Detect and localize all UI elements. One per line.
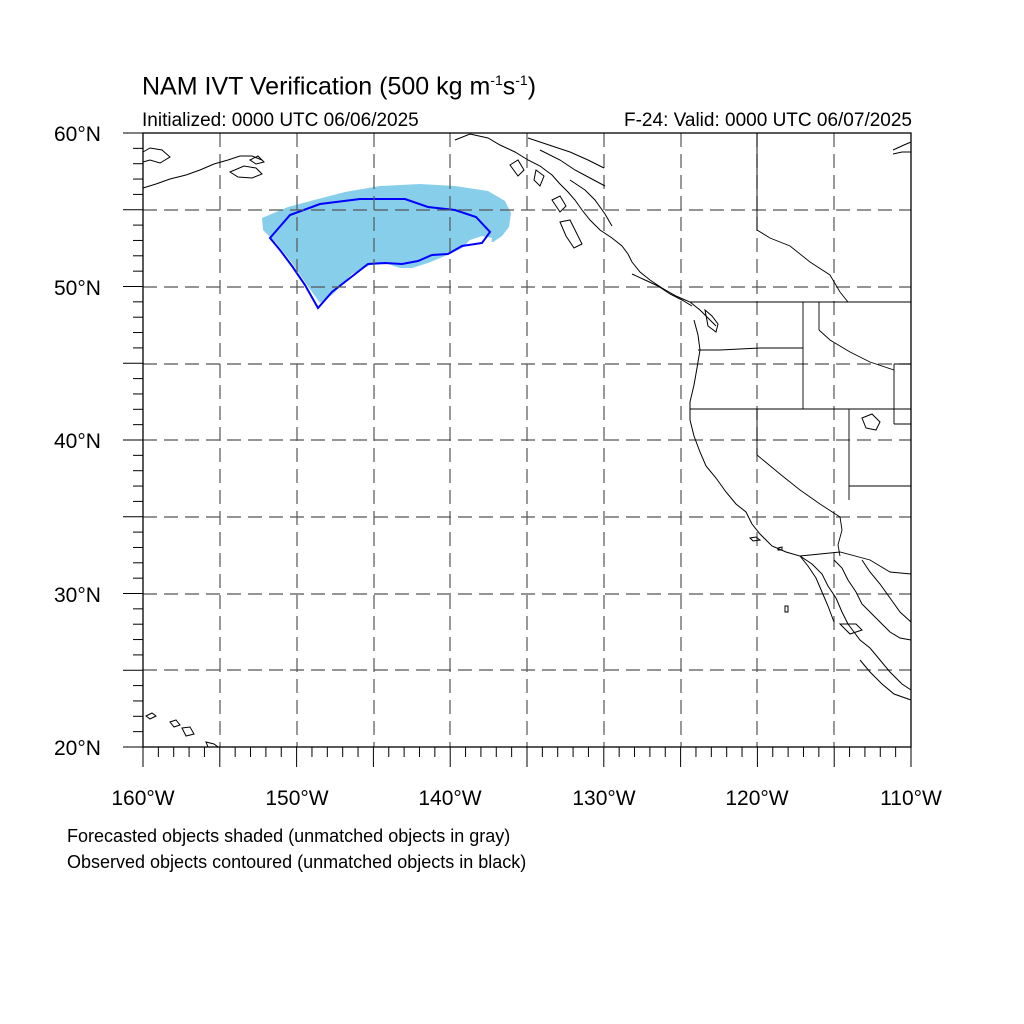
valid-time-label: F-24: Valid: 0000 UTC 06/07/2025 [624,110,912,131]
tick-marks [123,132,912,767]
lat-label-60n: 60°N [54,123,101,146]
lon-label-130w: 130°W [572,787,635,810]
lon-axis-labels: 160°W 150°W 140°W 130°W 120°W 110°W [111,787,942,810]
map-title: NAM IVT Verification (500 kg m-1s-1) [142,72,537,101]
lon-label-150w: 150°W [265,787,328,810]
observed-object-contour [268,198,492,310]
legend-forecast-note: Forecasted objects shaded (unmatched obj… [67,826,511,846]
lat-label-20n: 20°N [54,737,101,760]
lon-label-140w: 140°W [418,787,481,810]
lon-label-160w: 160°W [111,787,174,810]
lon-label-120w: 120°W [725,787,788,810]
forecast-object [262,184,511,303]
lat-label-50n: 50°N [54,277,101,300]
lon-label-110w: 110°W [880,787,942,810]
lat-label-40n: 40°N [54,430,101,453]
legend-observed-note: Observed objects contoured (unmatched ob… [67,852,527,872]
grid-lines [143,133,911,747]
coastlines [142,133,912,748]
lat-axis-labels: 60°N 50°N 40°N 30°N 20°N [54,123,101,760]
init-time-label: Initialized: 0000 UTC 06/06/2025 [142,110,419,131]
political-borders [690,133,912,575]
lat-label-30n: 30°N [54,584,101,607]
